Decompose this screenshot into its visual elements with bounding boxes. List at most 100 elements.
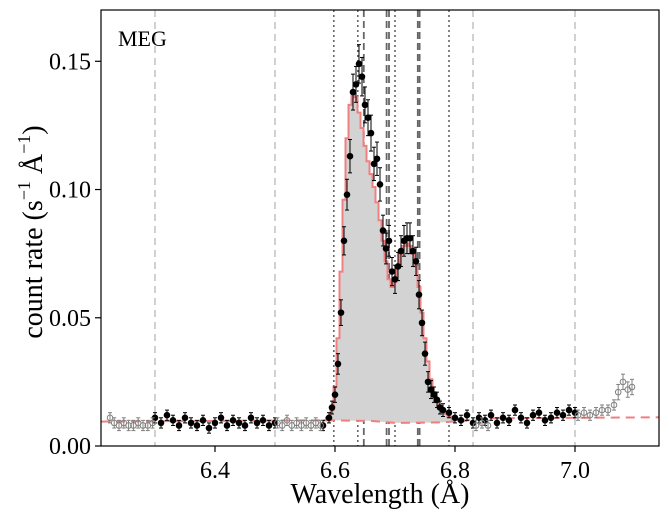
point-marker [493,419,501,427]
point-marker [412,258,420,265]
data-point [235,417,243,429]
point-marker [370,160,378,168]
point-marker [337,309,345,316]
excluded-data-point [614,383,622,401]
point-marker [205,424,213,432]
point-marker [505,417,513,424]
data-point [493,417,501,429]
y-axis-label-mid: Å [18,153,49,181]
x-tick-label: 6.6 [320,458,350,484]
excluded-data-point [619,373,627,391]
point-marker [385,237,393,245]
data-point [331,386,339,403]
point-marker [373,155,381,163]
point-marker [157,419,165,427]
excluded-data-point [478,417,486,429]
data-point [418,309,426,337]
point-marker [610,401,618,409]
data-point [334,353,342,375]
point-marker [535,409,543,416]
point-marker [169,417,177,424]
excluded-data-point [120,417,128,429]
point-marker [149,419,156,427]
data-point [463,409,471,421]
data-point [505,414,513,426]
point-marker [217,414,225,422]
y-axis-label-main: count rate (s [18,200,49,338]
data-point [541,414,549,426]
point-marker [529,411,537,419]
data-point [523,417,531,429]
point-marker [382,245,390,252]
point-marker [463,411,471,419]
point-marker [379,227,387,234]
point-marker [628,383,636,391]
point-marker [406,234,414,242]
point-marker [340,237,348,245]
point-marker [229,417,237,424]
data-point [193,419,201,432]
point-marker [439,406,447,414]
data-point [241,419,249,432]
excluded-data-point [586,409,594,421]
point-marker [181,414,189,422]
point-marker [388,268,396,275]
panel-label: MEG [118,26,167,51]
y-tick-label: 0.10 [49,178,91,204]
data-point [325,412,333,424]
point-marker [235,419,243,427]
data-point [499,412,507,424]
data-point [511,404,519,416]
x-tick-label: 6.4 [200,458,230,484]
data-point [340,226,348,256]
data-point [385,224,393,257]
point-marker [391,275,399,283]
point-marker [139,422,147,429]
axis-ticks: 6.4 6.6 6.8 7.0 0.00 0.05 0.10 0.15 [49,49,590,484]
data-point [163,409,171,421]
data-point [319,419,327,432]
data-point [565,404,573,416]
point-marker [187,419,195,427]
point-marker [199,417,207,424]
point-marker [499,414,507,422]
data-point [199,414,207,426]
point-marker [163,411,171,419]
point-marker [472,422,480,429]
point-marker [409,247,417,255]
y-axis-label-sup1: −1 [14,181,34,200]
point-marker [421,350,429,357]
point-marker [427,386,435,393]
point-marker [346,152,354,160]
point-marker [586,411,594,419]
point-marker [259,417,267,424]
excluded-data-point [580,407,588,419]
point-marker [364,114,372,122]
point-marker [487,411,495,419]
excluded-data-point [115,419,123,432]
point-marker [253,419,261,427]
excluded-data-point [472,419,480,432]
data-point [247,412,255,424]
point-marker [614,388,622,396]
data-point [211,417,219,429]
excluded-data-point [610,399,618,411]
excluded-data-point [592,407,600,419]
point-marker [349,88,357,96]
excluded-data-point [574,409,582,421]
point-marker [433,396,441,404]
point-marker [317,422,324,429]
point-marker [511,406,519,414]
data-point [349,73,357,111]
point-marker [358,73,366,80]
point-marker [445,409,453,416]
data-point [376,167,384,202]
data-point [559,409,567,421]
data-point [265,419,273,432]
data-point [457,414,465,426]
data-point [370,146,378,182]
point-marker [592,409,600,416]
data-point [229,414,237,426]
data-point [553,407,561,419]
x-axis-label: Wavelength (Å) [291,479,470,510]
